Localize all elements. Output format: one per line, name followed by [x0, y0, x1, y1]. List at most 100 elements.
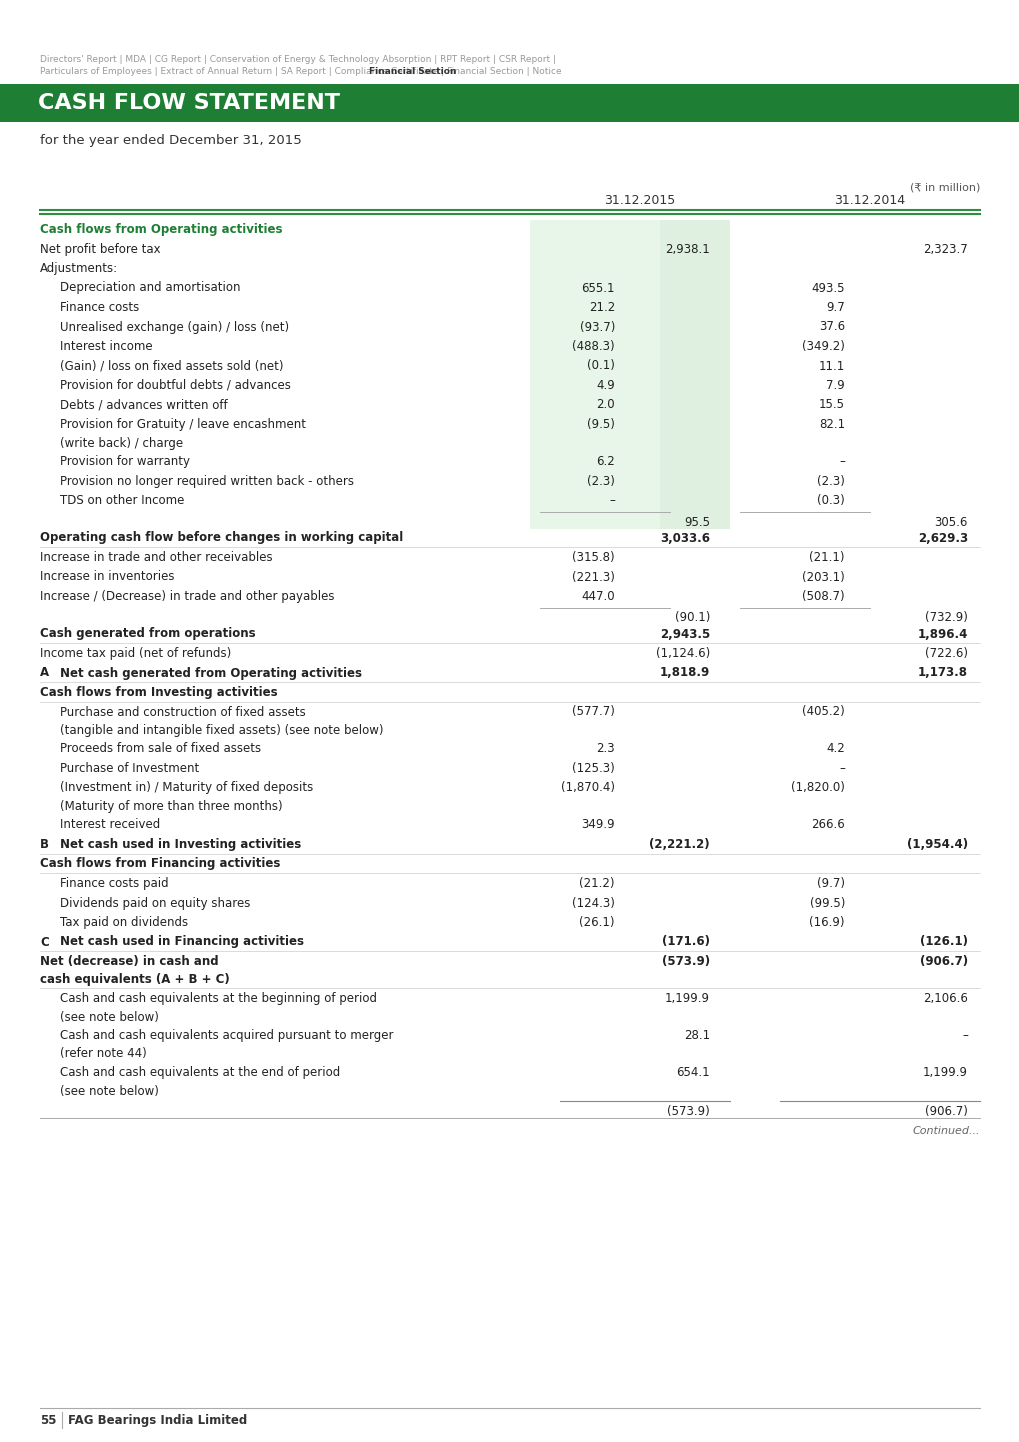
Text: (1,954.4): (1,954.4) — [906, 838, 967, 851]
Text: (9.7): (9.7) — [816, 877, 844, 890]
Text: 1,199.9: 1,199.9 — [664, 992, 709, 1005]
Text: (Gain) / loss on fixed assets sold (net): (Gain) / loss on fixed assets sold (net) — [60, 359, 283, 372]
Text: 2,938.1: 2,938.1 — [664, 242, 709, 255]
Text: for the year ended December 31, 2015: for the year ended December 31, 2015 — [40, 134, 302, 147]
Text: Purchase and construction of fixed assets: Purchase and construction of fixed asset… — [60, 705, 306, 718]
Text: Dividends paid on equity shares: Dividends paid on equity shares — [60, 897, 250, 910]
Text: 95.5: 95.5 — [684, 515, 709, 529]
Text: Finance costs paid: Finance costs paid — [60, 877, 168, 890]
Text: Interest income: Interest income — [60, 340, 153, 353]
Text: 37.6: 37.6 — [818, 320, 844, 333]
Text: –: – — [961, 1030, 967, 1043]
Text: (see note below): (see note below) — [60, 1084, 159, 1097]
Text: 1,896.4: 1,896.4 — [917, 627, 967, 640]
Text: –: – — [839, 761, 844, 774]
Text: Cash flows from Financing activities: Cash flows from Financing activities — [40, 858, 280, 871]
Text: Depreciation and amortisation: Depreciation and amortisation — [60, 281, 240, 294]
Text: (732.9): (732.9) — [924, 611, 967, 624]
Text: Proceeds from sale of fixed assets: Proceeds from sale of fixed assets — [60, 743, 261, 756]
Bar — [0, 84, 1019, 123]
Text: Increase in trade and other receivables: Increase in trade and other receivables — [40, 551, 272, 564]
Text: Provision for doubtful debts / advances: Provision for doubtful debts / advances — [60, 379, 290, 392]
Text: 82.1: 82.1 — [818, 418, 844, 431]
Text: (171.6): (171.6) — [661, 936, 709, 949]
Text: (488.3): (488.3) — [572, 340, 614, 353]
Text: Financial Section: Financial Section — [369, 66, 457, 76]
Text: (315.8): (315.8) — [572, 551, 614, 564]
Text: 266.6: 266.6 — [810, 819, 844, 832]
Text: Cash flows from Operating activities: Cash flows from Operating activities — [40, 224, 282, 236]
Text: Particulars of Employees | Extract of Annual Return | SA Report | Compliance Cer: Particulars of Employees | Extract of An… — [40, 66, 561, 76]
Text: (2,221.2): (2,221.2) — [649, 838, 709, 851]
Text: FAG Bearings India Limited: FAG Bearings India Limited — [68, 1415, 247, 1428]
Text: CASH FLOW STATEMENT: CASH FLOW STATEMENT — [38, 92, 339, 112]
Text: 7.9: 7.9 — [825, 379, 844, 392]
Text: 2,629.3: 2,629.3 — [917, 532, 967, 545]
Text: Finance costs: Finance costs — [60, 301, 140, 314]
Text: 31.12.2014: 31.12.2014 — [834, 195, 905, 208]
Text: (2.3): (2.3) — [816, 474, 844, 487]
Text: (573.9): (573.9) — [666, 1105, 709, 1118]
Text: (refer note 44): (refer note 44) — [60, 1047, 147, 1060]
Text: (1,870.4): (1,870.4) — [560, 782, 614, 795]
Text: (1,124.6): (1,124.6) — [655, 647, 709, 660]
Text: Cash and cash equivalents at the beginning of period: Cash and cash equivalents at the beginni… — [60, 992, 377, 1005]
Text: cash equivalents (A + B + C): cash equivalents (A + B + C) — [40, 973, 229, 986]
Text: C: C — [40, 936, 49, 949]
Text: (349.2): (349.2) — [801, 340, 844, 353]
Text: Net (decrease) in cash and: Net (decrease) in cash and — [40, 955, 218, 968]
Text: (126.1): (126.1) — [919, 936, 967, 949]
Text: Increase in inventories: Increase in inventories — [40, 571, 174, 584]
Text: 4.9: 4.9 — [596, 379, 614, 392]
Text: B: B — [40, 838, 49, 851]
Text: Adjustments:: Adjustments: — [40, 262, 118, 275]
Text: 6.2: 6.2 — [596, 456, 614, 469]
Text: Increase / (Decrease) in trade and other payables: Increase / (Decrease) in trade and other… — [40, 590, 334, 603]
Text: Cash and cash equivalents at the end of period: Cash and cash equivalents at the end of … — [60, 1066, 340, 1079]
Text: 1,173.8: 1,173.8 — [917, 666, 967, 679]
Text: Net cash used in Financing activities: Net cash used in Financing activities — [60, 936, 304, 949]
Text: (508.7): (508.7) — [802, 590, 844, 603]
Text: Cash and cash equivalents acquired pursuant to merger: Cash and cash equivalents acquired pursu… — [60, 1030, 393, 1043]
Text: (0.1): (0.1) — [587, 359, 614, 372]
Text: (124.3): (124.3) — [572, 897, 614, 910]
Text: Net cash generated from Operating activities: Net cash generated from Operating activi… — [60, 666, 362, 679]
Text: (see note below): (see note below) — [60, 1011, 159, 1024]
Text: Net profit before tax: Net profit before tax — [40, 242, 160, 255]
Text: Interest received: Interest received — [60, 819, 160, 832]
Text: Unrealised exchange (gain) / loss (net): Unrealised exchange (gain) / loss (net) — [60, 320, 288, 333]
Text: Provision for Gratuity / leave encashment: Provision for Gratuity / leave encashmen… — [60, 418, 306, 431]
Text: 2,323.7: 2,323.7 — [922, 242, 967, 255]
Text: Operating cash flow before changes in working capital: Operating cash flow before changes in wo… — [40, 532, 403, 545]
Text: (write back) / charge: (write back) / charge — [60, 437, 183, 450]
Text: (405.2): (405.2) — [802, 705, 844, 718]
Text: 15.5: 15.5 — [818, 398, 844, 411]
Text: (722.6): (722.6) — [924, 647, 967, 660]
Text: Continued...: Continued... — [912, 1126, 979, 1136]
Text: 21.2: 21.2 — [588, 301, 614, 314]
Text: 655.1: 655.1 — [581, 281, 614, 294]
Text: (2.3): (2.3) — [587, 474, 614, 487]
Text: Purchase of Investment: Purchase of Investment — [60, 761, 199, 774]
Text: 349.9: 349.9 — [581, 819, 614, 832]
Text: (21.2): (21.2) — [579, 877, 614, 890]
Bar — [530, 221, 659, 529]
Text: 2,943.5: 2,943.5 — [659, 627, 709, 640]
Text: Income tax paid (net of refunds): Income tax paid (net of refunds) — [40, 647, 231, 660]
Text: Directors' Report | MDA | CG Report | Conservation of Energy & Technology Absorp: Directors' Report | MDA | CG Report | Co… — [40, 55, 555, 63]
Text: 28.1: 28.1 — [683, 1030, 709, 1043]
Text: (tangible and intangible fixed assets) (see note below): (tangible and intangible fixed assets) (… — [60, 724, 383, 737]
Text: (93.7): (93.7) — [579, 320, 614, 333]
Text: (₹ in million): (₹ in million) — [909, 182, 979, 192]
Text: Net cash used in Investing activities: Net cash used in Investing activities — [60, 838, 301, 851]
Text: Provision no longer required written back - others: Provision no longer required written bac… — [60, 474, 354, 487]
Text: (203.1): (203.1) — [802, 571, 844, 584]
Text: (906.7): (906.7) — [924, 1105, 967, 1118]
Text: TDS on other Income: TDS on other Income — [60, 495, 184, 508]
Text: (Investment in) / Maturity of fixed deposits: (Investment in) / Maturity of fixed depo… — [60, 782, 313, 795]
Text: (577.7): (577.7) — [572, 705, 614, 718]
Text: 447.0: 447.0 — [581, 590, 614, 603]
Text: (221.3): (221.3) — [572, 571, 614, 584]
Text: Cash generated from operations: Cash generated from operations — [40, 627, 256, 640]
Text: 2.3: 2.3 — [596, 743, 614, 756]
